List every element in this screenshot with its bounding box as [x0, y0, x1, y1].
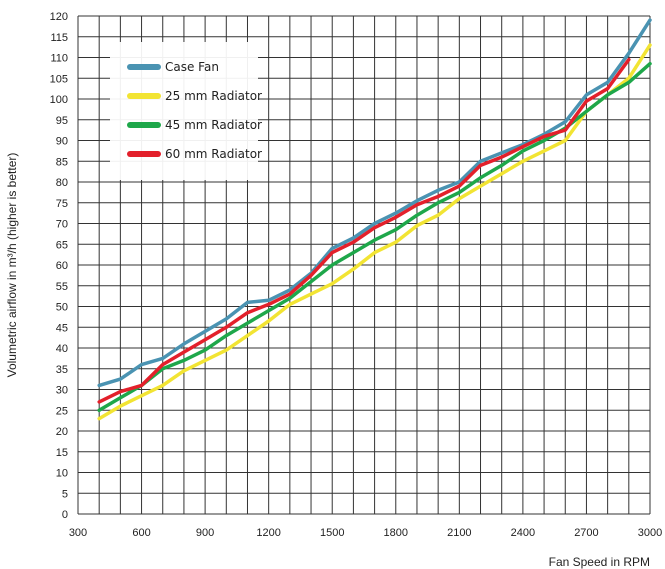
y-tick-label: 0 [62, 509, 68, 521]
x-tick-label: 900 [196, 527, 214, 539]
series-line-25-mm-radiator [97, 43, 652, 421]
y-tick-label: 35 [56, 364, 68, 376]
y-tick-label: 50 [56, 302, 68, 314]
y-axis-ticks: 0 5 10 15 20 25 30 35 40 45 50 55 60 65 70 75 80 85 90 95 10… [50, 11, 68, 521]
legend: Case Fan 25 mm Radiator 45 mm Radiator 60 m… [110, 42, 262, 180]
y-tick-label: 75 [56, 198, 68, 210]
y-tick-label: 70 [56, 219, 68, 231]
x-tick-label: 2100 [447, 527, 471, 539]
y-tick-label: 85 [56, 156, 68, 168]
legend-label-25-mm-radiator: 25 mm Radiator [165, 89, 262, 103]
x-tick-label: 1500 [320, 527, 344, 539]
x-tick-label: 2700 [574, 527, 598, 539]
legend-label-60-mm-radiator: 60 mm Radiator [165, 147, 262, 161]
y-axis-title: Volumetric airflow in m³/h (higher is be… [5, 153, 19, 378]
series-line-60-mm-radiator [97, 57, 631, 404]
y-tick-label: 80 [56, 177, 68, 189]
series-lines [97, 18, 652, 421]
grid [77, 15, 651, 515]
legend-label-case-fan: Case Fan [165, 60, 219, 74]
x-tick-label: 1800 [384, 527, 408, 539]
x-axis-title: Fan Speed in RPM [549, 555, 650, 569]
y-tick-label: 20 [56, 426, 68, 438]
y-tick-label: 90 [56, 136, 68, 148]
y-tick-label: 60 [56, 260, 68, 272]
y-tick-label: 105 [50, 73, 68, 85]
y-tick-label: 25 [56, 405, 68, 417]
y-tick-label: 115 [50, 32, 68, 44]
x-tick-label: 600 [132, 527, 150, 539]
y-tick-label: 65 [56, 239, 68, 251]
y-tick-label: 95 [56, 115, 68, 127]
x-tick-label: 300 [69, 527, 87, 539]
y-tick-label: 30 [56, 385, 68, 397]
x-tick-label: 1200 [256, 527, 280, 539]
y-tick-label: 120 [50, 11, 68, 23]
x-axis-ticks: 300 600 900 1200 1500 1800 2100 2400 2700 3000 [69, 527, 662, 539]
x-tick-label: 3000 [638, 527, 662, 539]
y-tick-label: 40 [56, 343, 68, 355]
legend-label-45-mm-radiator: 45 mm Radiator [165, 118, 262, 132]
x-tick-label: 2400 [511, 527, 535, 539]
y-tick-label: 45 [56, 322, 68, 334]
series-line-case-fan [97, 18, 652, 388]
y-tick-label: 55 [56, 281, 68, 293]
y-tick-label: 10 [56, 468, 68, 480]
y-tick-label: 15 [56, 447, 68, 459]
y-tick-label: 5 [62, 488, 68, 500]
y-tick-label: 110 [50, 53, 68, 65]
y-tick-label: 100 [50, 94, 68, 106]
